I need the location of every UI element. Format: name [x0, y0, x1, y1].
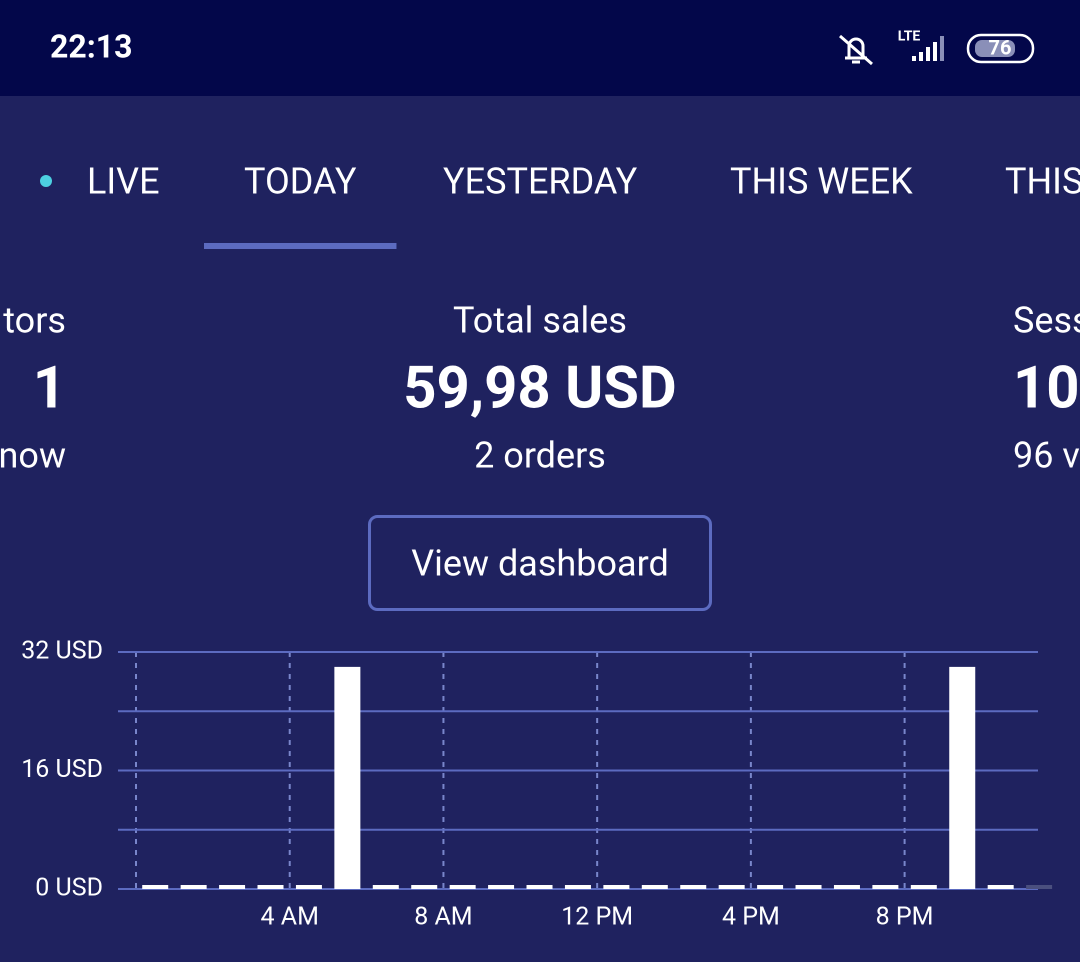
- bar: [833, 885, 860, 889]
- bar: [795, 885, 822, 889]
- x-tick-label: 8 PM: [876, 903, 934, 932]
- stat-label: tors: [3, 300, 66, 342]
- empty-slot: [1026, 885, 1053, 889]
- stat-value: 1: [33, 354, 66, 422]
- x-tick-label: 8 AM: [414, 903, 472, 932]
- tab[interactable]: TODAY: [244, 161, 357, 203]
- bar: [449, 885, 476, 889]
- button-label[interactable]: View dashboard: [411, 543, 669, 585]
- bar: [295, 885, 322, 889]
- view-dashboard-button[interactable]: [368, 515, 712, 611]
- x-tick-label: 12 PM: [561, 903, 633, 932]
- status-bar: [0, 0, 1080, 96]
- bar: [142, 885, 169, 889]
- bar: [680, 885, 707, 889]
- bar: [257, 885, 284, 889]
- bar: [641, 885, 668, 889]
- bar: [872, 885, 899, 889]
- bar: [488, 885, 515, 889]
- stat-label: Total sales: [453, 300, 627, 342]
- battery-icon: [966, 33, 1035, 64]
- battery-percent: 76: [989, 35, 1012, 59]
- bar: [334, 666, 361, 889]
- bar: [219, 885, 246, 889]
- bar: [564, 885, 591, 889]
- y-tick-label: 0 USD: [35, 874, 103, 903]
- tab[interactable]: THIS: [1005, 161, 1080, 203]
- live-dot: [40, 175, 52, 187]
- bar: [987, 885, 1014, 889]
- bar: [949, 666, 976, 889]
- bar: [411, 885, 438, 889]
- bar: [910, 885, 937, 889]
- mute-icon: [839, 34, 873, 66]
- tab[interactable]: THIS WEEK: [730, 161, 913, 203]
- bar: [526, 885, 553, 889]
- bar: [180, 885, 207, 889]
- stat-detail: 96 v: [1013, 435, 1080, 477]
- bar: [372, 885, 399, 889]
- bar: [718, 885, 745, 889]
- tab-indicator: [204, 243, 397, 249]
- x-tick-label: 4 PM: [722, 903, 780, 932]
- battery-level: [975, 40, 1015, 57]
- clock: 22:13: [50, 27, 132, 65]
- stat-value: 10: [1013, 354, 1080, 422]
- y-tick-label: 16 USD: [21, 755, 103, 784]
- y-tick-label: 32 USD: [21, 637, 103, 666]
- tab[interactable]: YESTERDAY: [443, 161, 638, 203]
- stat-detail: 2 orders: [474, 435, 606, 477]
- tab[interactable]: LIVE: [87, 161, 160, 203]
- network-type: LTE: [898, 29, 921, 45]
- stat-value: 59,98 USD: [403, 354, 676, 422]
- bar: [603, 885, 630, 889]
- stat-detail: now: [0, 435, 66, 477]
- stat-label: Sess: [1013, 300, 1080, 342]
- x-tick-label: 4 AM: [261, 903, 319, 932]
- signal-icon: [912, 36, 944, 61]
- bar: [757, 885, 784, 889]
